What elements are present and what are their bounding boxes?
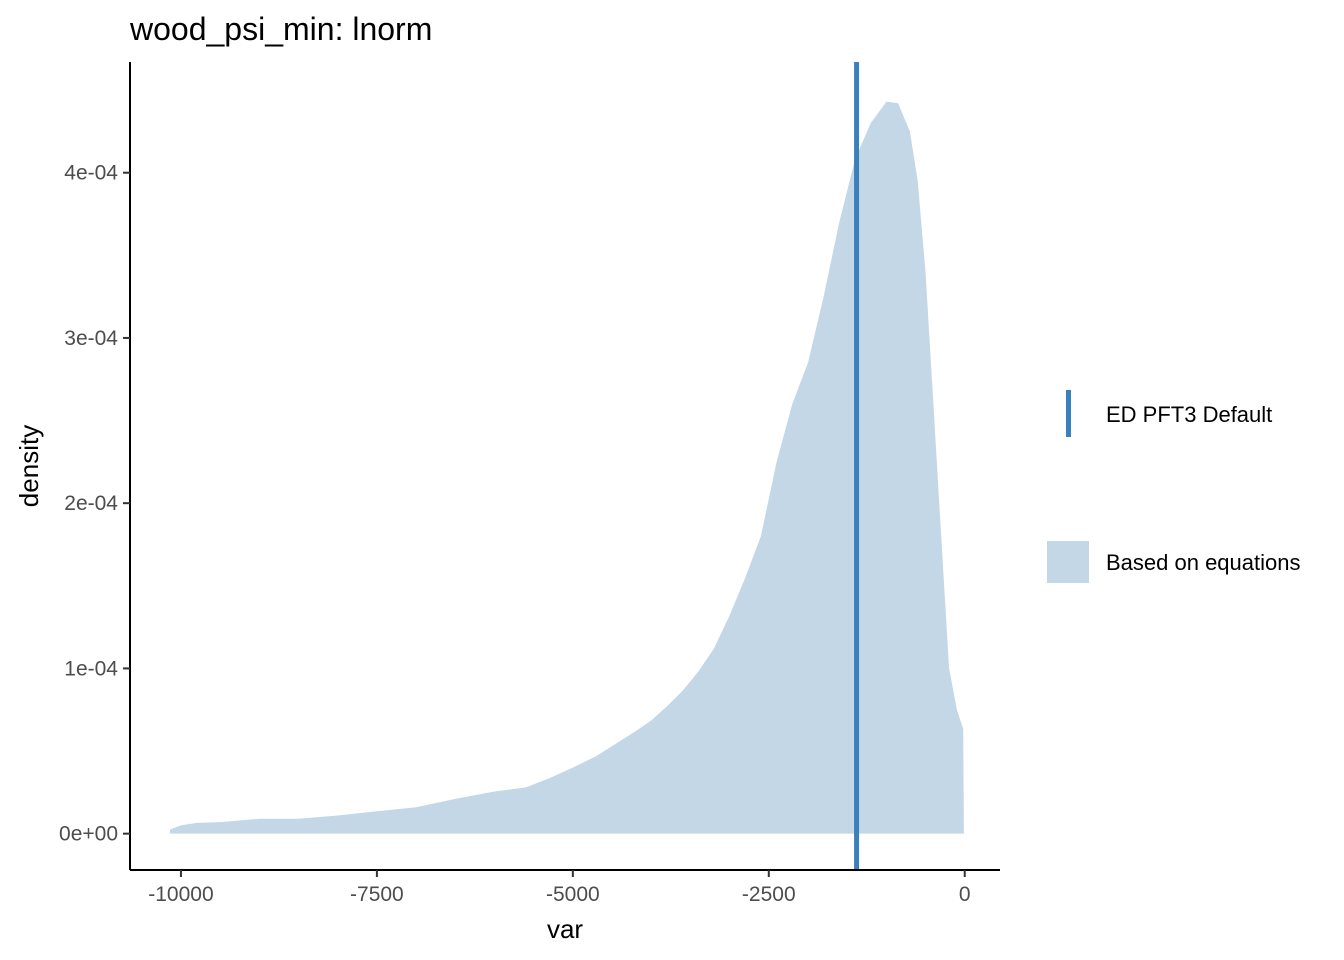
- y-axis-title: density: [14, 425, 44, 507]
- axes: -10000 -7500 -5000 -2500 0 0e+00 1e-04 2e-04 3e…: [59, 62, 1000, 906]
- legend-label-density: Based on equations: [1106, 550, 1301, 575]
- x-tick-label: -7500: [350, 883, 404, 906]
- y-axis-ticks: 0e+00 1e-04 2e-04 3e-04 4e-04: [59, 162, 130, 846]
- legend: ED PFT3 Default Based on equations: [1047, 390, 1301, 583]
- density-area: [170, 101, 964, 834]
- y-tick-label: 2e-04: [64, 492, 118, 515]
- chart-title: wood_psi_min: lnorm: [129, 11, 432, 47]
- x-tick-label: -10000: [148, 883, 213, 906]
- x-tick-label: -2500: [742, 883, 796, 906]
- legend-label-default: ED PFT3 Default: [1106, 402, 1272, 427]
- legend-key-density: [1047, 541, 1089, 583]
- y-tick-label: 4e-04: [64, 162, 118, 185]
- y-tick-label: 0e+00: [59, 823, 118, 846]
- x-axis-title: var: [547, 914, 583, 944]
- legend-key-default-line: [1066, 390, 1071, 437]
- plot-panel: [170, 62, 964, 870]
- x-tick-label: -5000: [546, 883, 600, 906]
- y-tick-label: 1e-04: [64, 657, 118, 680]
- y-tick-label: 3e-04: [64, 327, 118, 350]
- x-axis-ticks: -10000 -7500 -5000 -2500 0: [148, 870, 971, 906]
- x-tick-label: 0: [959, 883, 971, 906]
